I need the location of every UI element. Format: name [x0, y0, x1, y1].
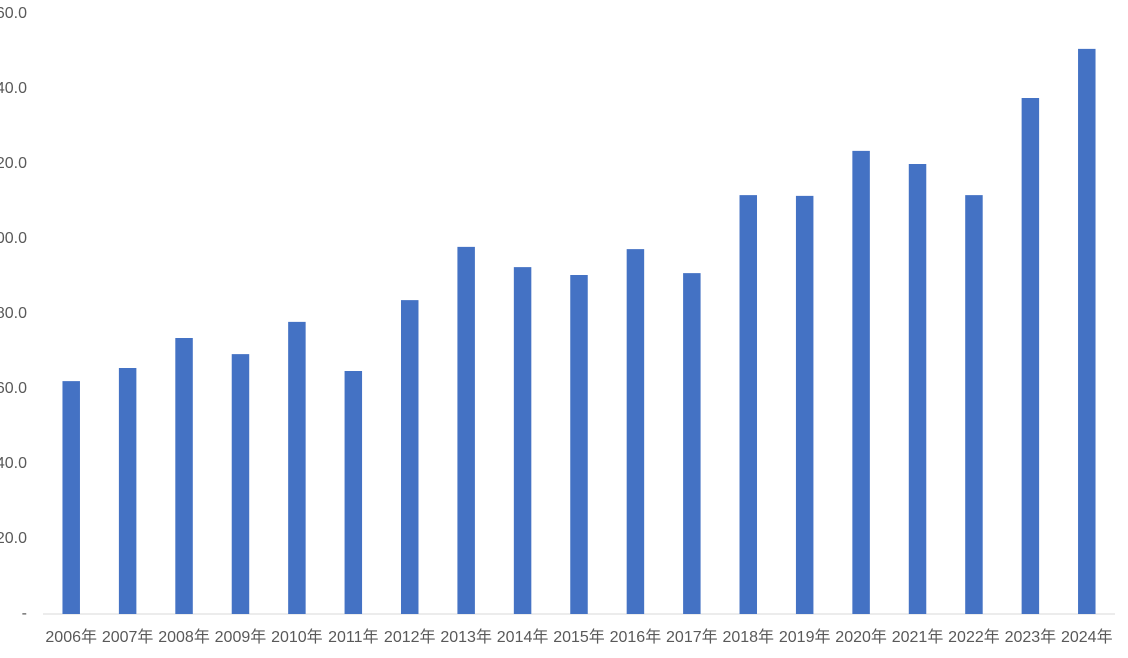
bar — [1078, 48, 1096, 614]
y-tick-label: 140.0 — [0, 80, 27, 97]
y-tick-label: 160.0 — [0, 5, 27, 22]
x-tick-label: 2008年 — [158, 628, 210, 646]
bar — [852, 150, 870, 614]
x-tick-label: 2018年 — [722, 628, 774, 646]
bar — [400, 300, 419, 614]
x-tick-label: 2009年 — [215, 628, 267, 646]
y-tick-label: - — [22, 605, 27, 622]
bar — [570, 275, 588, 614]
bar — [344, 371, 363, 614]
x-tick-label: 2013年 — [440, 628, 492, 646]
bar — [62, 381, 80, 614]
x-tick-label: 2023年 — [1005, 628, 1057, 646]
x-tick-label: 2024年 — [1061, 628, 1113, 646]
bar — [965, 195, 983, 614]
x-tick-label: 2011年 — [328, 628, 378, 646]
y-tick-label: 20.0 — [0, 530, 27, 547]
bar — [683, 273, 701, 614]
x-tick-label: 2016年 — [610, 628, 662, 646]
bar — [1021, 98, 1040, 614]
bar — [626, 249, 645, 614]
x-tick-label: 2007年 — [102, 628, 154, 646]
x-tick-label: 2010年 — [271, 628, 323, 646]
bar — [231, 354, 250, 614]
x-tick-label: 2014年 — [497, 628, 549, 646]
y-tick-label: 40.0 — [0, 455, 27, 472]
y-tick-label: 100.0 — [0, 230, 27, 247]
bar — [288, 321, 306, 614]
y-tick-label: 120.0 — [0, 155, 27, 172]
bar — [175, 338, 193, 614]
y-tick-label: 60.0 — [0, 380, 27, 397]
bar — [457, 246, 475, 614]
x-tick-label: 2022年 — [948, 628, 1000, 646]
bar — [908, 164, 927, 614]
bar — [513, 267, 532, 614]
x-tick-label: 2012年 — [384, 628, 436, 646]
x-tick-label: 2017年 — [666, 628, 718, 646]
x-tick-label: 2015年 — [553, 628, 605, 646]
bar — [739, 195, 758, 614]
bar — [118, 368, 137, 614]
x-tick-label: 2020年 — [835, 628, 887, 646]
bar — [795, 195, 814, 614]
x-tick-label: 2021年 — [892, 628, 944, 646]
y-tick-label: 80.0 — [0, 305, 27, 322]
x-tick-label: 2006年 — [45, 628, 97, 646]
x-tick-label: 2019年 — [779, 628, 831, 646]
